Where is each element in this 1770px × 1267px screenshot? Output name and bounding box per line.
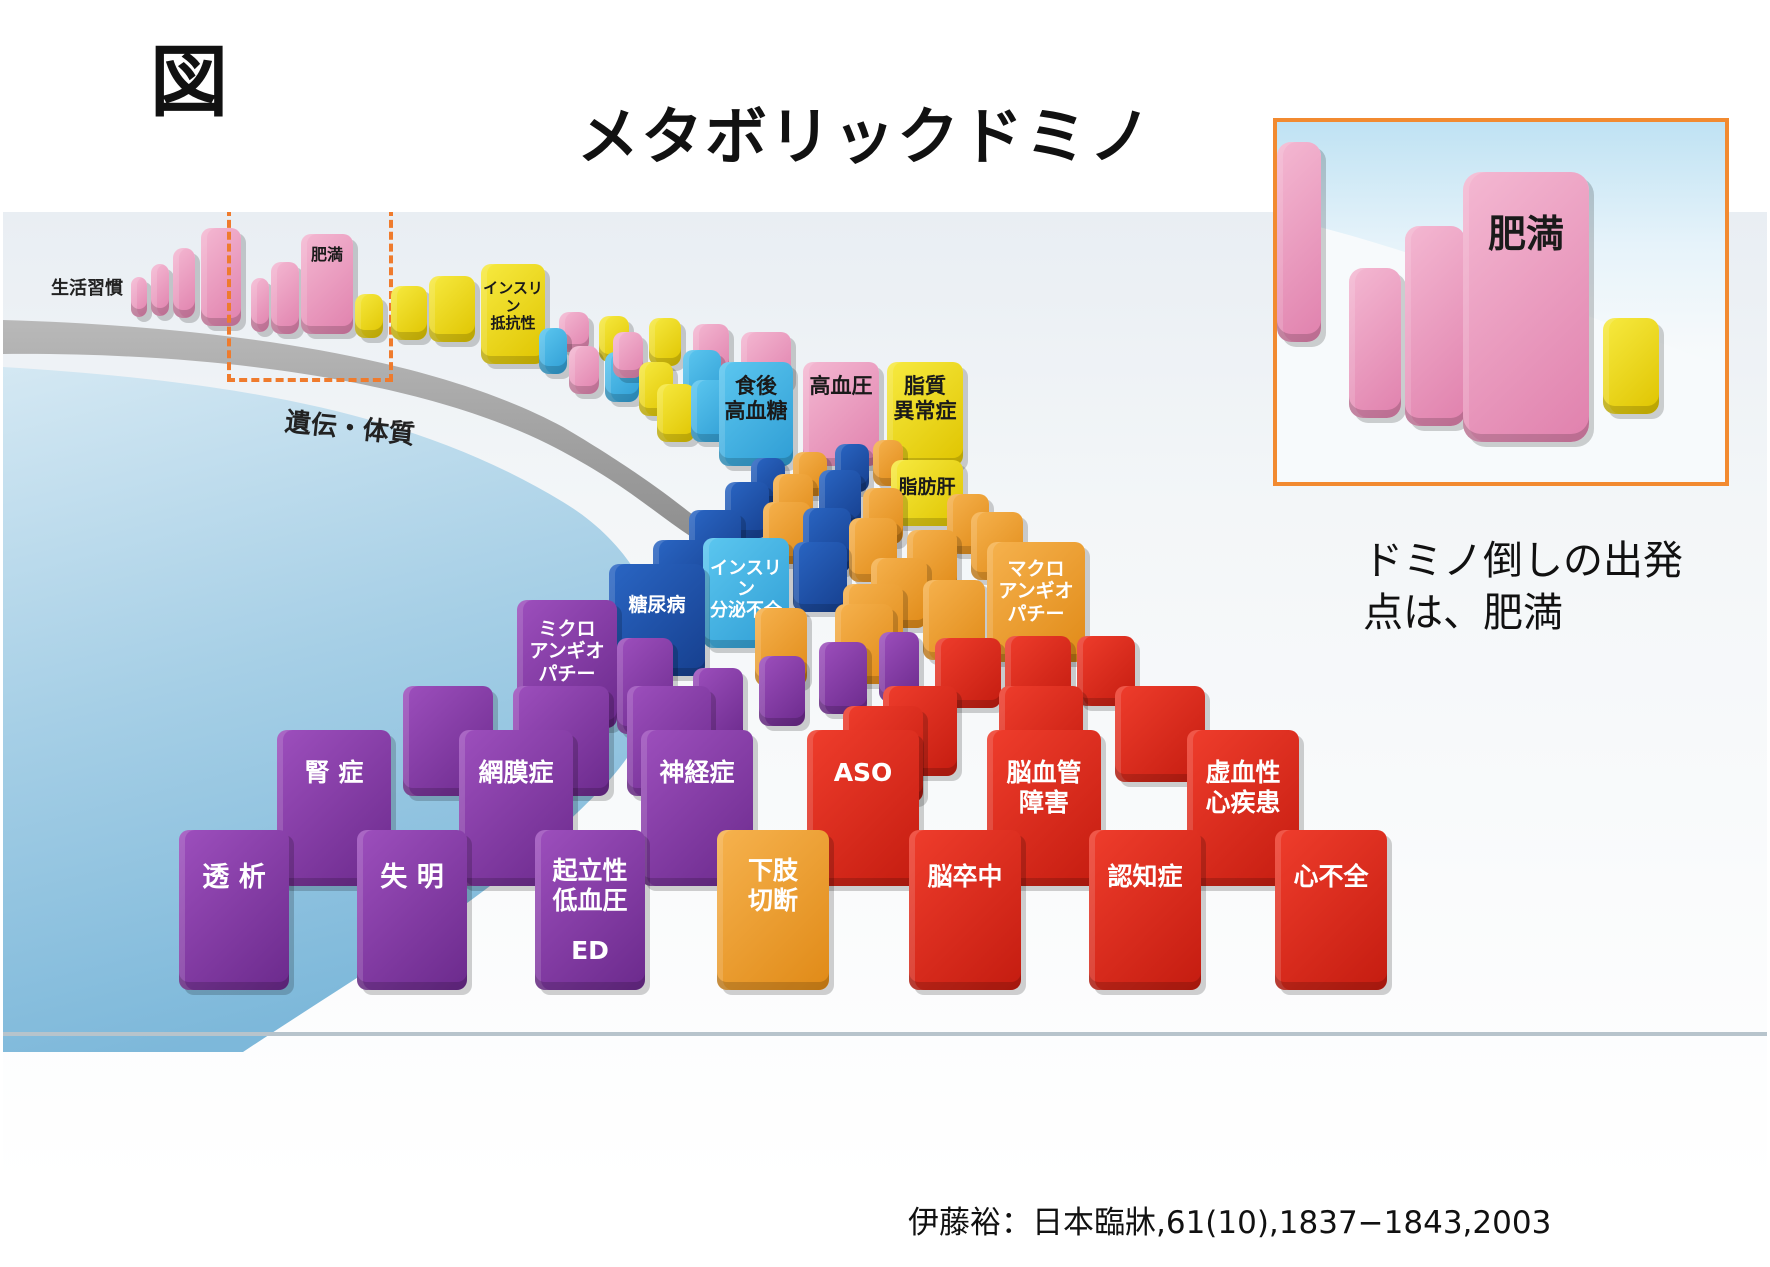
domino-label: ミクロ アンギオ パチー <box>529 618 605 685</box>
domino-label: 神経症 <box>659 758 735 787</box>
domino-label: 認知症 <box>1107 862 1183 891</box>
inset-domino <box>1349 268 1401 418</box>
domino-label: 脳血管 障害 <box>1006 758 1082 817</box>
domino-label: 脂肪肝 <box>898 476 956 498</box>
caption: ドミノ倒しの出発 点は、肥満 <box>1363 538 1683 636</box>
domino <box>173 248 195 318</box>
inset-domino-obesity: 肥満 <box>1463 172 1589 442</box>
domino-label: 肥満 <box>310 245 343 264</box>
domino-label: 失 明 <box>380 862 444 893</box>
domino-label: インスリン 抵抗性 <box>483 279 543 333</box>
domino <box>201 228 241 326</box>
domino-label: 脳卒中 <box>927 862 1003 891</box>
domino <box>131 277 147 317</box>
domino-orthostatic-hypotension: 起立性 低血圧 ED <box>535 830 645 990</box>
domino <box>569 346 599 394</box>
domino-label: 起立性 低血圧 <box>552 856 628 915</box>
diagram-title: メタボリックドミノ <box>576 100 1153 173</box>
domino <box>793 542 847 612</box>
heredity-band <box>3 320 708 538</box>
domino-heart-failure: 心不全 <box>1275 830 1387 990</box>
domino-label: 高血圧 <box>809 374 873 398</box>
domino <box>759 656 805 726</box>
floor-line <box>3 1032 1767 1036</box>
inset-domino <box>1277 142 1321 342</box>
domino <box>151 264 169 316</box>
domino <box>355 294 383 338</box>
domino-label: 腎 症 <box>304 758 364 787</box>
metabolic-domino-diagram: 生活習慣 遺伝・体質 肥満 インスリン 抵抗性 食後 高血糖 高血圧 脂質 異常… <box>3 212 1767 1187</box>
domino-insulin-resistance: インスリン 抵抗性 <box>481 264 545 364</box>
domino-dementia: 認知症 <box>1089 830 1201 990</box>
domino <box>649 318 681 366</box>
domino <box>429 276 475 342</box>
domino-label: 食後 高血糖 <box>724 374 788 423</box>
lifestyle-label: 生活習慣 <box>51 278 123 299</box>
inset-domino <box>1603 318 1659 414</box>
inset-domino <box>1405 226 1465 426</box>
citation: 伊藤裕：日本臨牀,61(10),1837−1843,2003 <box>908 1205 1552 1241</box>
domino-label: 脂質 異常症 <box>893 374 957 423</box>
domino-postprandial-hyperglycemia: 食後 高血糖 <box>719 362 793 466</box>
domino-label: 心不全 <box>1293 862 1369 891</box>
domino <box>539 328 567 374</box>
domino-label: ASO <box>833 758 893 787</box>
domino-label: 透 析 <box>202 862 266 893</box>
domino <box>271 262 299 334</box>
domino-label: マクロ アンギオ パチー <box>998 558 1074 625</box>
domino-label: 網膜症 <box>478 758 554 787</box>
domino-dialysis: 透 析 <box>179 830 289 990</box>
domino-obesity: 肥満 <box>301 234 353 334</box>
domino <box>613 332 643 378</box>
domino-label: 下肢 切断 <box>747 856 798 915</box>
domino <box>251 278 269 332</box>
figure-label: 図 <box>150 38 229 128</box>
domino-amputation: 下肢 切断 <box>717 830 829 990</box>
obesity-zoom-inset: 肥満 <box>1273 118 1729 486</box>
domino-label: 糖尿病 <box>628 594 686 616</box>
domino-blindness: 失 明 <box>357 830 467 990</box>
domino <box>819 642 867 714</box>
domino <box>391 286 427 340</box>
domino-label: 虚血性 心疾患 <box>1205 758 1281 817</box>
domino <box>657 384 695 442</box>
inset-domino-label: 肥満 <box>1487 212 1564 256</box>
domino-label: ED <box>571 936 609 965</box>
domino-stroke: 脳卒中 <box>909 830 1021 990</box>
